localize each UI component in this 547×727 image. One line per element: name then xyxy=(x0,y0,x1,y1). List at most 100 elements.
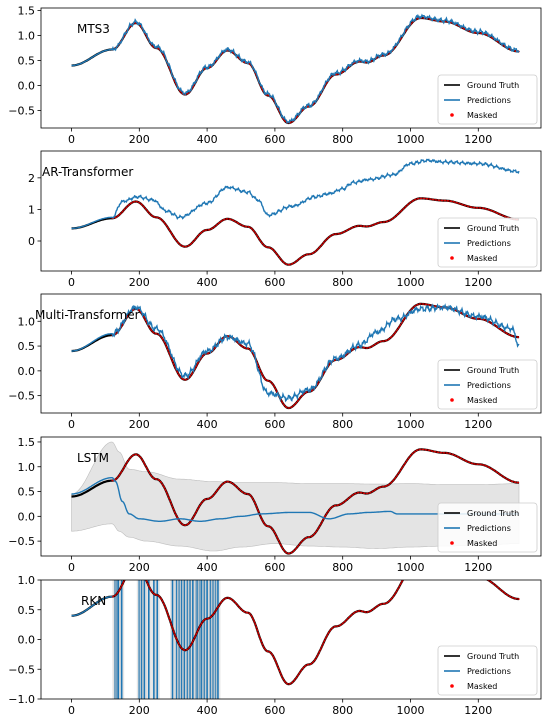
y-tick-label: 2 xyxy=(28,172,35,185)
chart-panel-1: 0 200 400 600 800 1000 1200 −0.5 0.0 0.5 1.0 1.5 MTS… xyxy=(8,5,542,146)
x-tick-label: 600 xyxy=(264,133,285,146)
predictions-line xyxy=(71,158,520,230)
axes-frame xyxy=(40,436,542,557)
legend: Ground Truth Predictions Masked xyxy=(437,502,538,553)
chart-panel-2: 0 200 400 600 800 1000 1200 0 1 2 AR-Transformer Gr… xyxy=(28,150,542,289)
x-tick-label: 600 xyxy=(264,276,285,289)
legend-label: Predictions xyxy=(467,381,511,390)
legend-label: Predictions xyxy=(467,524,511,533)
y-tick-label: 0.0 xyxy=(18,510,36,523)
legend-label: Ground Truth xyxy=(467,509,519,518)
predictions-line xyxy=(71,303,520,403)
x-tick-label: 1000 xyxy=(396,418,424,431)
y-tick-label: 0.5 xyxy=(18,604,36,617)
legend: Ground Truth Predictions Masked xyxy=(437,217,538,268)
x-tick-label: 0 xyxy=(68,561,75,574)
legend-swatch xyxy=(450,256,454,260)
plot-area xyxy=(71,580,520,699)
y-tick-label: 0.0 xyxy=(18,634,36,647)
legend-label: Ground Truth xyxy=(467,81,519,90)
legend-label: Predictions xyxy=(467,239,511,248)
chart-panel-5: 0 200 400 600 800 1000 1200 −1.0 −0.5 0.0 0.5 1.0 RK… xyxy=(8,574,542,717)
y-tick-label: 1.0 xyxy=(18,30,36,43)
panel-title: RKN xyxy=(81,594,106,608)
x-tick-label: 1200 xyxy=(464,561,492,574)
x-tick-label: 400 xyxy=(197,704,218,717)
y-tick-label: −0.5 xyxy=(8,390,35,403)
legend-box xyxy=(437,74,538,125)
y-tick-label: 1.0 xyxy=(18,574,36,587)
legend-swatch xyxy=(450,113,454,117)
y-tick-label: 1.0 xyxy=(18,315,36,328)
masked-points xyxy=(111,197,520,266)
panel-title: MTS3 xyxy=(77,22,110,36)
legend-label: Predictions xyxy=(467,667,511,676)
legend-label: Masked xyxy=(467,111,497,120)
x-tick-label: 800 xyxy=(332,276,353,289)
x-tick-label: 0 xyxy=(68,418,75,431)
x-tick-label: 800 xyxy=(332,704,353,717)
x-tick-label: 200 xyxy=(129,561,150,574)
x-tick-label: 800 xyxy=(332,133,353,146)
x-tick-label: 1200 xyxy=(464,418,492,431)
x-tick-label: 1200 xyxy=(464,704,492,717)
legend-label: Ground Truth xyxy=(467,652,519,661)
y-tick-label: −1.0 xyxy=(8,693,35,706)
axes-frame xyxy=(40,7,542,129)
legend: Ground Truth Predictions Masked xyxy=(437,645,538,696)
x-tick-label: 400 xyxy=(197,418,218,431)
legend-label: Masked xyxy=(467,254,497,263)
y-tick-label: 1.5 xyxy=(18,5,36,18)
x-tick-label: 1200 xyxy=(464,133,492,146)
legend-swatch xyxy=(450,541,454,545)
legend-label: Ground Truth xyxy=(467,224,519,233)
x-tick-label: 0 xyxy=(68,133,75,146)
legend-swatch xyxy=(450,684,454,688)
plot-area xyxy=(71,158,520,266)
y-tick-label: −0.5 xyxy=(8,663,35,676)
legend-label: Ground Truth xyxy=(467,366,519,375)
x-tick-label: 1000 xyxy=(396,704,424,717)
chart-panel-3: 0 200 400 600 800 1000 1200 −0.5 0.0 0.5 1.0 Multi-… xyxy=(8,293,542,431)
x-tick-label: 1000 xyxy=(396,561,424,574)
y-tick-label: 1 xyxy=(28,203,35,216)
legend-box xyxy=(437,645,538,696)
y-tick-label: 0.5 xyxy=(18,55,36,68)
legend-swatch xyxy=(450,398,454,402)
panel-title: AR-Transformer xyxy=(42,165,133,179)
y-tick-label: −0.5 xyxy=(8,105,35,118)
y-tick-label: 1.5 xyxy=(18,436,36,449)
x-tick-label: 800 xyxy=(332,561,353,574)
x-tick-label: 0 xyxy=(68,276,75,289)
legend-box xyxy=(437,359,538,410)
x-tick-label: 0 xyxy=(68,704,75,717)
plot-area xyxy=(71,302,520,410)
panel-title: Multi-Transformer xyxy=(35,308,140,322)
y-tick-label: 0.5 xyxy=(18,340,36,353)
y-tick-label: 0 xyxy=(28,235,35,248)
chart-panel-4: 0 200 400 600 800 1000 1200 −0.5 0.0 0.5 1.0 1.5 LST… xyxy=(8,436,542,574)
legend-box xyxy=(437,217,538,268)
x-tick-label: 400 xyxy=(197,133,218,146)
x-tick-label: 600 xyxy=(264,561,285,574)
y-tick-label: 1.0 xyxy=(18,461,36,474)
y-tick-label: −0.5 xyxy=(8,535,35,548)
x-tick-label: 200 xyxy=(129,133,150,146)
x-tick-label: 600 xyxy=(264,704,285,717)
y-tick-label: 0.0 xyxy=(18,80,36,93)
masked-points xyxy=(111,580,520,685)
legend-label: Masked xyxy=(467,396,497,405)
legend-label: Masked xyxy=(467,539,497,548)
x-tick-label: 400 xyxy=(197,561,218,574)
x-tick-label: 1200 xyxy=(464,276,492,289)
masked-points xyxy=(111,448,520,555)
y-tick-label: 0.5 xyxy=(18,486,36,499)
predictions-line xyxy=(71,596,113,617)
x-tick-label: 200 xyxy=(129,276,150,289)
x-tick-label: 1000 xyxy=(396,276,424,289)
legend-label: Masked xyxy=(467,682,497,691)
x-tick-label: 600 xyxy=(264,418,285,431)
plot-area xyxy=(71,13,520,125)
x-tick-label: 200 xyxy=(129,704,150,717)
